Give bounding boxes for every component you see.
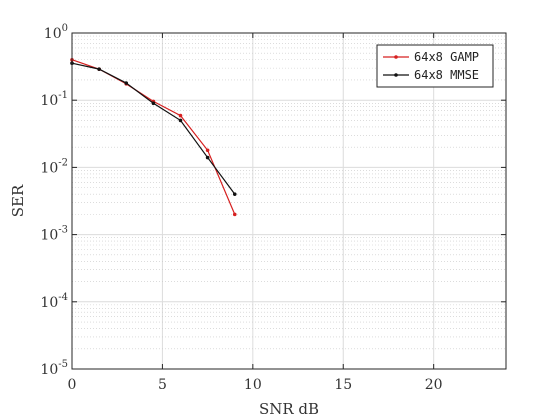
data-point (124, 81, 129, 85)
data-point (232, 212, 237, 217)
legend: 64x8 GAMP 64x8 MMSE (376, 44, 494, 88)
x-tick-label: 20 (425, 377, 443, 393)
y-tick-label: 10-3 (40, 225, 68, 244)
data-point (232, 192, 237, 196)
series-layer (70, 57, 237, 217)
data-point (205, 148, 210, 153)
y-tick-label: 10-1 (40, 90, 68, 109)
x-tick-labels: 0 5 10 15 20 (68, 377, 443, 393)
y-tick-label: 10-4 (40, 292, 68, 311)
legend-label: 64x8 MMSE (414, 68, 479, 82)
legend-marker (394, 73, 398, 77)
data-point (178, 113, 183, 118)
data-point (178, 118, 183, 123)
plot-frame (71, 32, 507, 370)
data-point (151, 101, 156, 106)
x-tick-label: 0 (68, 377, 77, 393)
tick-marks (71, 32, 506, 370)
legend-label: 64x8 GAMP (414, 50, 479, 64)
y-tick-label: 100 (44, 23, 68, 42)
y-axis-label: SER (9, 184, 27, 217)
y-tick-label: 10-5 (40, 359, 68, 378)
y-tick-labels: 100 10-1 10-2 10-3 10-4 10-5 (40, 23, 68, 378)
legend-marker (394, 55, 398, 59)
x-axis-label: SNR dB (259, 400, 319, 418)
data-point (205, 155, 210, 160)
x-tick-label: 5 (158, 377, 167, 393)
x-tick-label: 10 (244, 377, 262, 393)
data-point (97, 67, 101, 71)
x-tick-label: 15 (334, 377, 352, 393)
y-tick-label: 10-2 (40, 157, 68, 176)
legend-box (376, 44, 494, 88)
